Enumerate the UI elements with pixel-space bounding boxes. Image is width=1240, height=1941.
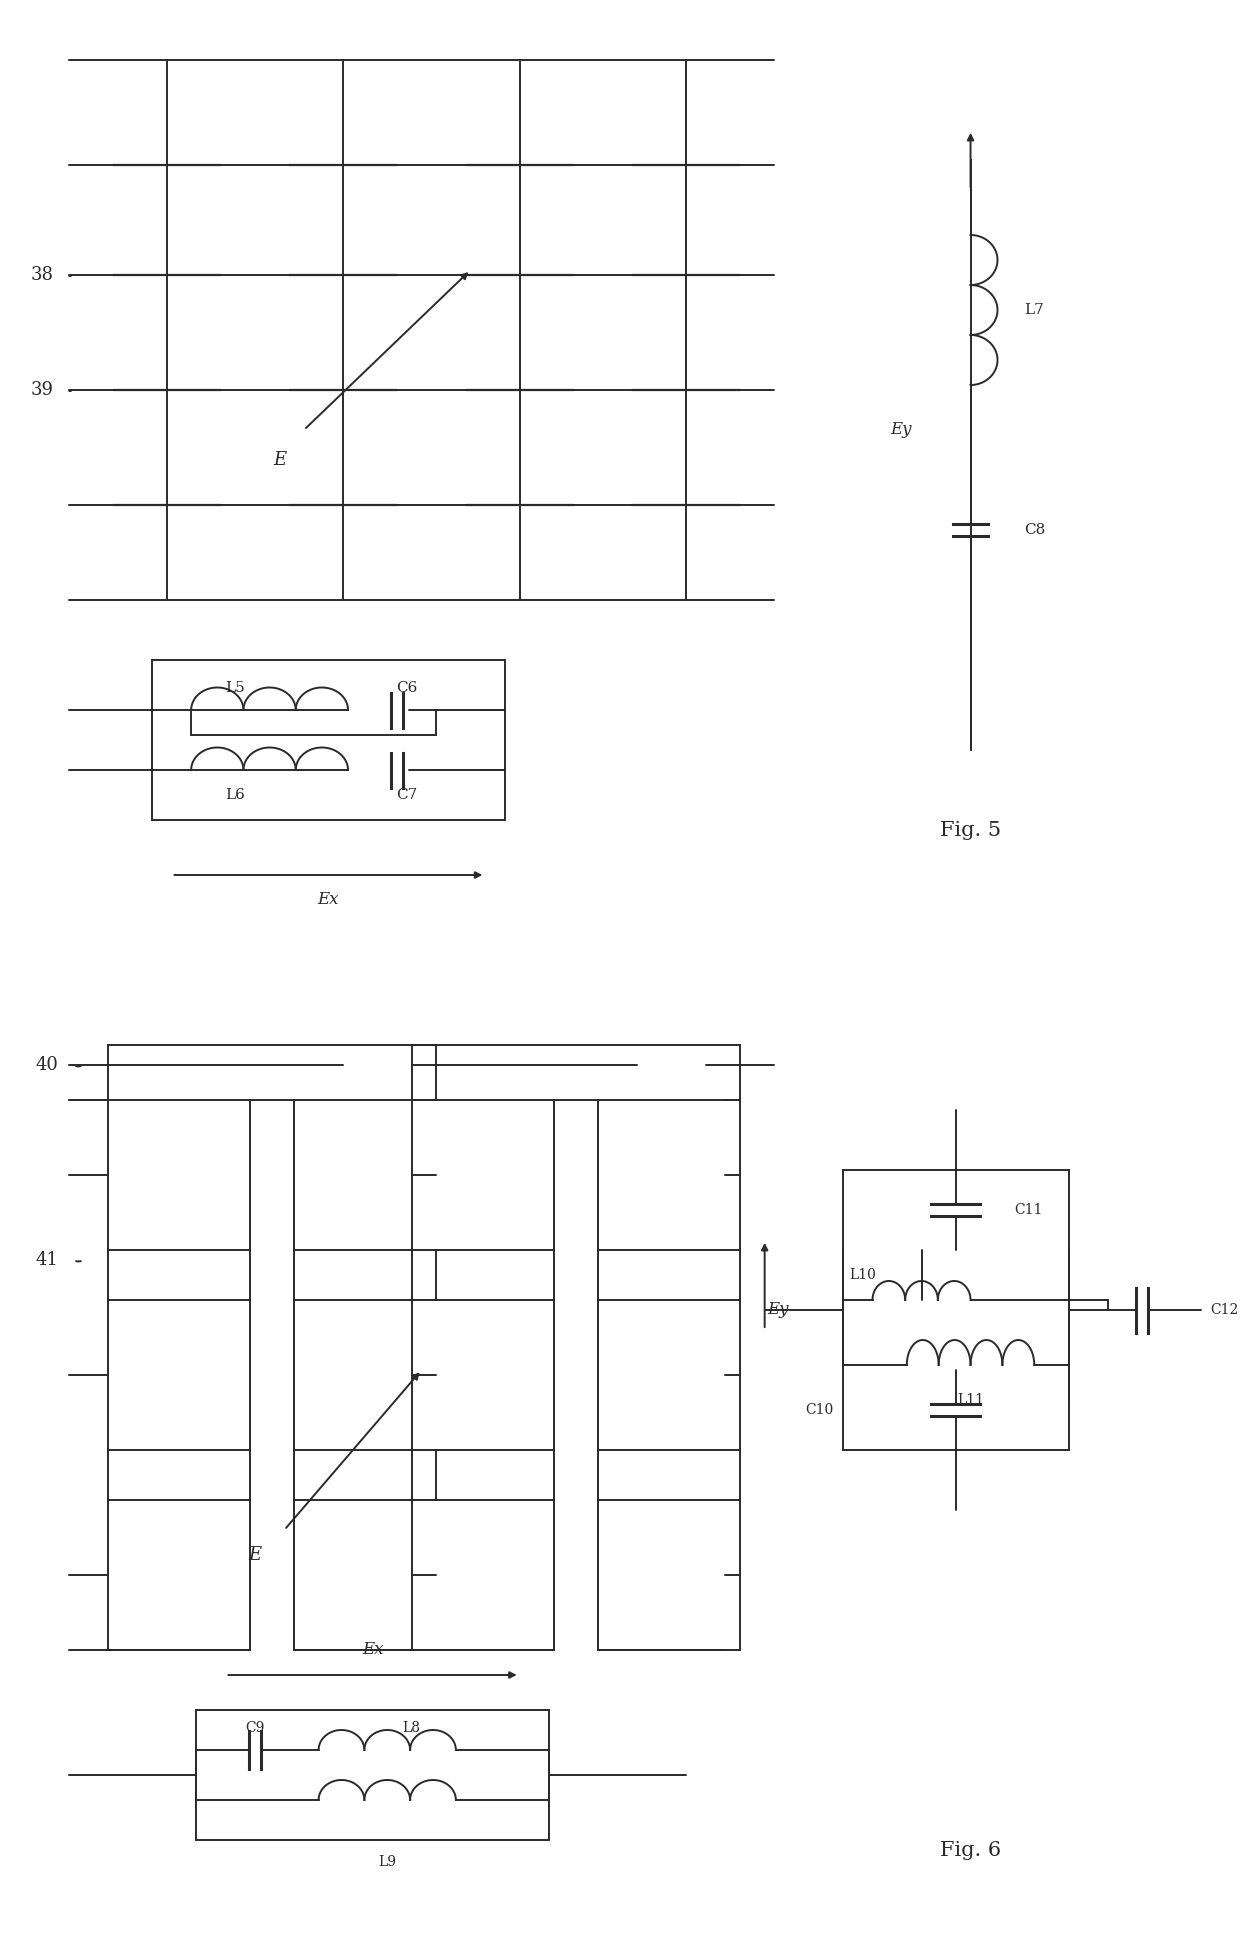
Text: C9: C9 bbox=[246, 1722, 264, 1735]
Bar bbox=[294, 1300, 436, 1450]
Text: Fig. 5: Fig. 5 bbox=[940, 821, 1001, 840]
Bar bbox=[598, 1300, 740, 1450]
Text: Ey: Ey bbox=[768, 1302, 789, 1318]
Text: L5: L5 bbox=[226, 681, 246, 695]
Text: 38: 38 bbox=[31, 266, 53, 283]
Text: C7: C7 bbox=[397, 788, 418, 802]
Text: 39: 39 bbox=[31, 380, 53, 400]
Text: L8: L8 bbox=[403, 1722, 420, 1735]
Text: C10: C10 bbox=[805, 1403, 833, 1417]
Bar bbox=[843, 1170, 1069, 1450]
Bar bbox=[412, 1500, 554, 1650]
Text: 41: 41 bbox=[36, 1252, 58, 1269]
Text: C11: C11 bbox=[1014, 1203, 1043, 1217]
Text: Ex: Ex bbox=[362, 1642, 383, 1658]
Bar bbox=[196, 1710, 549, 1840]
Bar bbox=[598, 1500, 740, 1650]
Text: Ey: Ey bbox=[890, 421, 911, 439]
Bar bbox=[412, 1300, 554, 1450]
Text: L9: L9 bbox=[378, 1856, 397, 1869]
Text: L11: L11 bbox=[957, 1394, 985, 1407]
Text: C8: C8 bbox=[1024, 522, 1045, 538]
Bar bbox=[108, 1500, 250, 1650]
Text: L7: L7 bbox=[1024, 303, 1044, 316]
Text: L10: L10 bbox=[849, 1267, 877, 1281]
Bar bbox=[412, 1101, 554, 1250]
Text: C12: C12 bbox=[1210, 1302, 1239, 1318]
Bar bbox=[108, 1101, 250, 1250]
Text: C6: C6 bbox=[396, 681, 418, 695]
Text: L6: L6 bbox=[226, 788, 246, 802]
Bar bbox=[108, 1300, 250, 1450]
Text: E: E bbox=[248, 1545, 262, 1564]
Bar bbox=[294, 1101, 436, 1250]
Text: Ex: Ex bbox=[317, 891, 340, 908]
Bar bbox=[598, 1101, 740, 1250]
Text: Fig. 6: Fig. 6 bbox=[940, 1840, 1001, 1859]
Text: E: E bbox=[273, 450, 286, 470]
Bar bbox=[294, 1500, 436, 1650]
Bar bbox=[153, 660, 505, 819]
Text: 40: 40 bbox=[36, 1056, 58, 1073]
